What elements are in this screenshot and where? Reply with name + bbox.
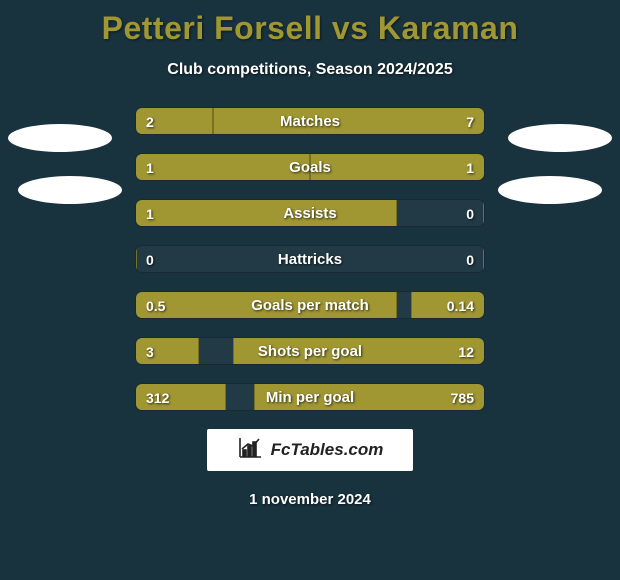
watermark-text: FcTables.com bbox=[271, 440, 384, 460]
player-right-avatar-placeholder-2 bbox=[498, 176, 602, 204]
stats-bars: 2 Matches 7 1 Goals 1 1 Assists 0 0 Hatt… bbox=[135, 107, 485, 411]
stat-value-right: 0 bbox=[466, 246, 474, 272]
stat-bar-left bbox=[136, 154, 310, 180]
stat-row-goals-per-match: 0.5 Goals per match 0.14 bbox=[135, 291, 485, 319]
stat-bar-right bbox=[483, 200, 484, 226]
stat-row-assists: 1 Assists 0 bbox=[135, 199, 485, 227]
stat-label: Hattricks bbox=[136, 246, 484, 272]
stat-value-right: 0 bbox=[466, 200, 474, 226]
stat-row-min-per-goal: 312 Min per goal 785 bbox=[135, 383, 485, 411]
stat-bar-right bbox=[233, 338, 484, 364]
watermark-logo-icon bbox=[237, 436, 263, 465]
stat-bar-right bbox=[254, 384, 484, 410]
stat-bar-right bbox=[213, 108, 484, 134]
stat-bar-right bbox=[310, 154, 484, 180]
player-right-avatar-placeholder-1 bbox=[508, 124, 612, 152]
date-label: 1 november 2024 bbox=[0, 491, 620, 508]
stat-row-goals: 1 Goals 1 bbox=[135, 153, 485, 181]
watermark: FcTables.com bbox=[207, 429, 413, 471]
stat-value-left: 0 bbox=[146, 246, 154, 272]
stat-row-shots-per-goal: 3 Shots per goal 12 bbox=[135, 337, 485, 365]
player-left-avatar-placeholder-2 bbox=[18, 176, 122, 204]
stat-bar-left bbox=[136, 384, 226, 410]
page-subtitle: Club competitions, Season 2024/2025 bbox=[0, 61, 620, 79]
stat-row-hattricks: 0 Hattricks 0 bbox=[135, 245, 485, 273]
stat-bar-left bbox=[136, 338, 199, 364]
stat-bar-left bbox=[136, 292, 397, 318]
stat-bar-left bbox=[136, 108, 213, 134]
stat-bar-left bbox=[136, 200, 397, 226]
stat-bar-right bbox=[483, 246, 484, 272]
stat-bar-right bbox=[411, 292, 484, 318]
stat-bar-left bbox=[136, 246, 137, 272]
stat-row-matches: 2 Matches 7 bbox=[135, 107, 485, 135]
player-left-avatar-placeholder-1 bbox=[8, 124, 112, 152]
page-title: Petteri Forsell vs Karaman bbox=[0, 0, 620, 47]
